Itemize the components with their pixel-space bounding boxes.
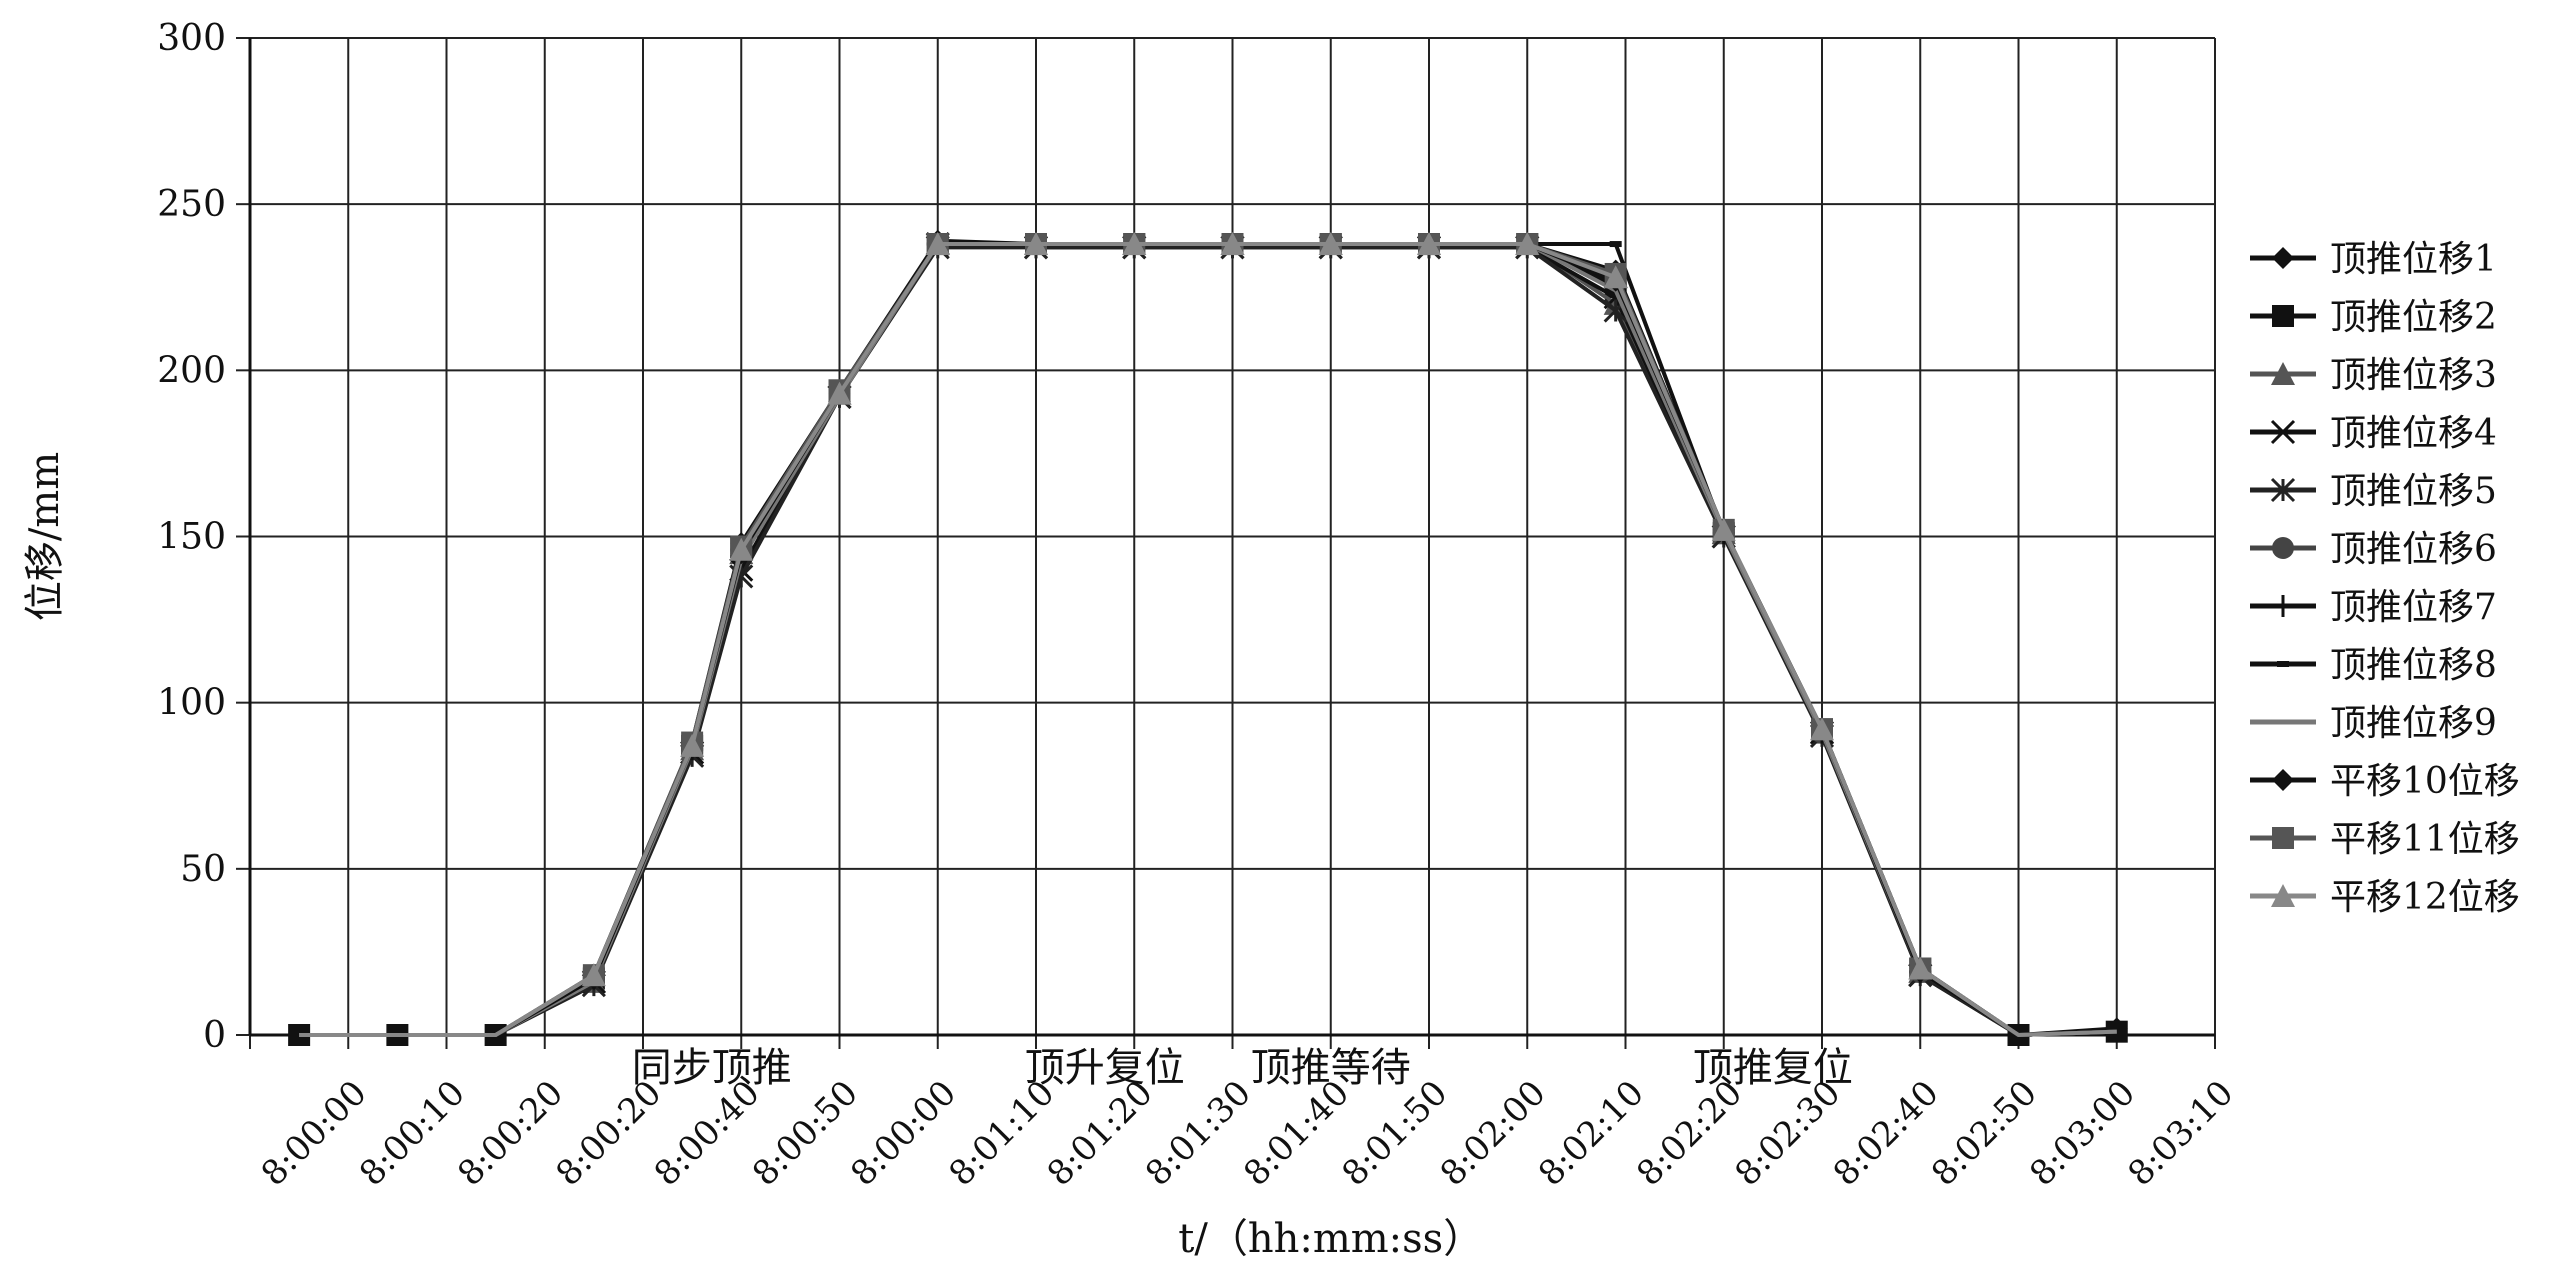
series-group [299, 232, 2117, 1037]
data-point [729, 537, 754, 561]
legend-item: 顶推位移2 [2250, 297, 2497, 338]
legend-label: 顶推位移7 [2330, 587, 2497, 628]
data-point [1609, 241, 1622, 248]
legend-label: 平移10位移 [2330, 761, 2520, 802]
legend-marker [2270, 477, 2296, 503]
legend-label: 顶推位移3 [2330, 355, 2497, 396]
legend-label: 顶推位移2 [2330, 297, 2497, 338]
series-layer [288, 229, 2128, 1046]
legend-item: 平移10位移 [2250, 761, 2520, 802]
data-point [680, 733, 705, 757]
legend-item: 顶推位移4 [2250, 413, 2497, 454]
data-point [1122, 232, 1147, 256]
y-tick-label: 300 [157, 18, 226, 59]
legend-item: 顶推位移9 [2250, 703, 2497, 744]
data-point [1810, 717, 1834, 741]
data-point [1024, 232, 1048, 256]
legend-item: 顶推位移5 [2250, 471, 2497, 512]
legend-label: 顶推位移8 [2330, 645, 2497, 686]
legend-label: 顶推位移6 [2330, 529, 2497, 570]
phase-annotation: 顶推等待 [1251, 1045, 1411, 1091]
y-tick-label: 50 [180, 849, 226, 890]
legend-item: 平移11位移 [2250, 819, 2520, 860]
legend-label: 平移12位移 [2330, 877, 2520, 918]
legend-marker [2272, 537, 2294, 559]
data-point [1515, 232, 1540, 256]
y-axis-label: 位移/mm [22, 452, 68, 621]
legend-marker [2271, 884, 2295, 907]
data-point [1220, 232, 1245, 256]
legend-item: 顶推位移3 [2250, 355, 2497, 396]
data-point [827, 381, 852, 405]
legend-label: 平移11位移 [2330, 819, 2520, 860]
legend-label: 顶推位移5 [2330, 471, 2497, 512]
phase-annotations: 同步顶推 顶升复位 顶推等待 顶推复位 [632, 1045, 1853, 1091]
data-point [1417, 232, 1441, 256]
legend-marker [2270, 419, 2296, 445]
legend-marker [2272, 769, 2294, 791]
data-point [1711, 517, 1736, 541]
legend-marker [2272, 827, 2294, 849]
x-axis-label: t/（hh:mm:ss） [1178, 1216, 1483, 1262]
grid [249, 37, 2216, 1036]
legend-item: 顶推位移8 [2250, 645, 2497, 686]
legend-label: 顶推位移4 [2330, 413, 2497, 454]
legend-marker [2272, 595, 2294, 617]
phase-annotation: 同步顶推 [632, 1045, 792, 1091]
legend-marker [2271, 362, 2295, 385]
data-point [581, 963, 606, 987]
legend-item: 顶推位移7 [2250, 587, 2497, 628]
legend-marker [2277, 661, 2289, 667]
legend-marker [2272, 305, 2294, 327]
legend-label: 顶推位移9 [2330, 703, 2497, 744]
phase-annotation: 顶升复位 [1025, 1045, 1185, 1091]
data-point [1908, 956, 1933, 980]
phase-annotation: 顶推复位 [1693, 1045, 1853, 1091]
legend-item: 顶推位移1 [2250, 239, 2497, 280]
data-point [925, 232, 950, 256]
data-point [1603, 265, 1628, 289]
y-tick-label: 150 [157, 517, 226, 558]
y-tick-label: 200 [157, 350, 226, 391]
data-point [1318, 232, 1343, 256]
y-tick-label: 250 [157, 184, 226, 225]
legend: 顶推位移1 顶推位移2 顶推位移3 顶推位移4 顶推位移5 顶推位移6 顶推位移7 顶推位移8… [2250, 239, 2520, 918]
y-tick-label: 100 [157, 683, 226, 724]
y-tick-label: 0 [203, 1015, 226, 1056]
legend-item: 顶推位移6 [2250, 529, 2497, 570]
legend-item: 平移12位移 [2250, 877, 2520, 918]
legend-marker [2272, 247, 2294, 269]
axes [236, 37, 2216, 1049]
series-line [299, 242, 2117, 1037]
legend-label: 顶推位移1 [2330, 239, 2497, 280]
